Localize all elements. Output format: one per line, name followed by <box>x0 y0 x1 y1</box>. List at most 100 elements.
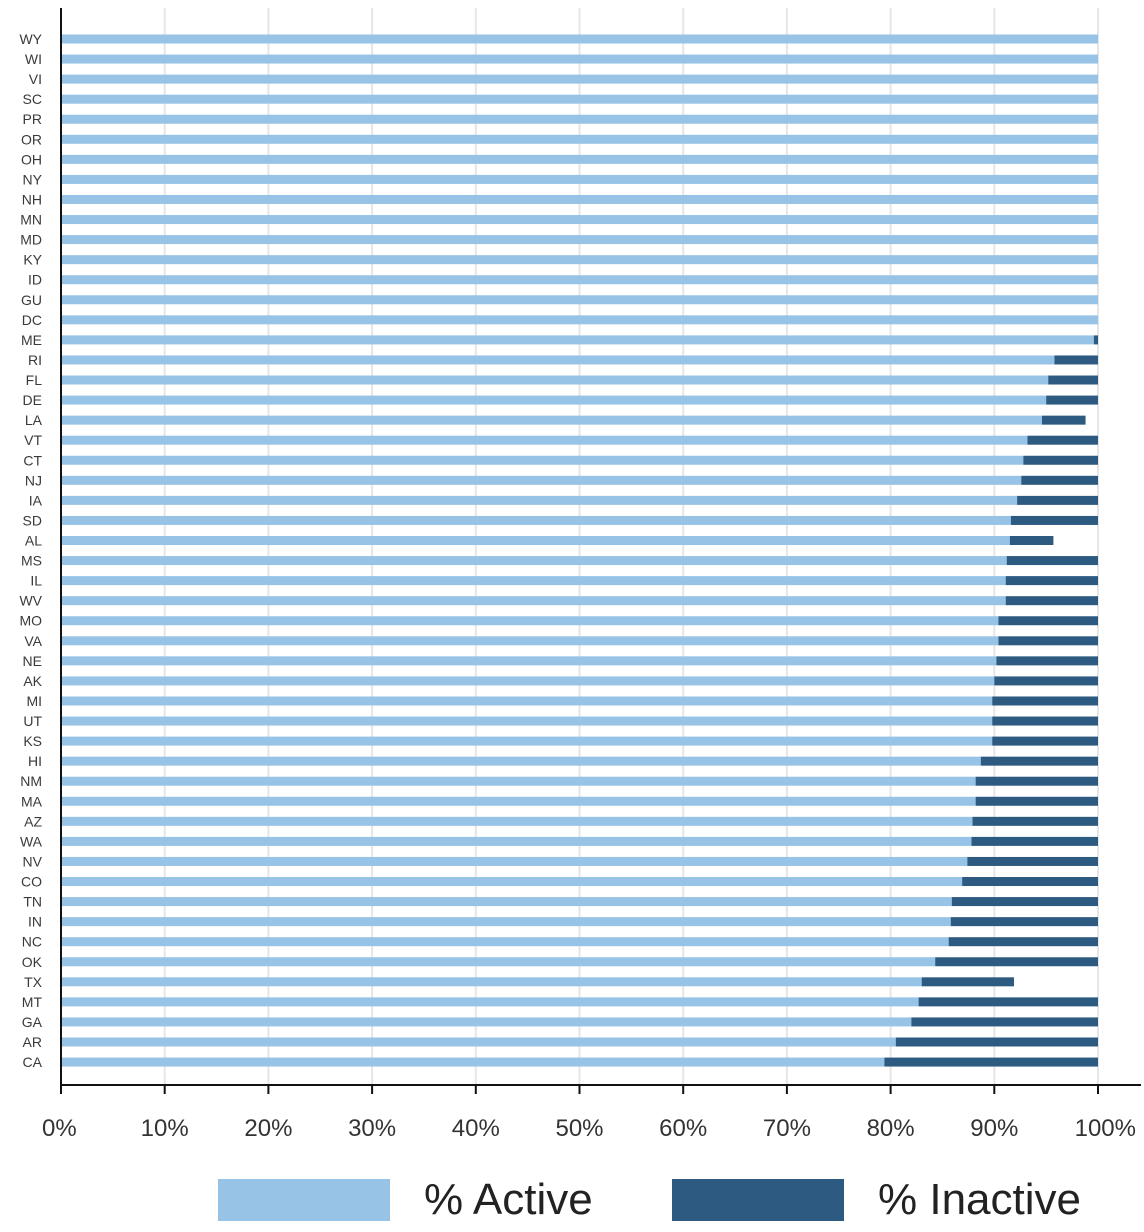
bar-active-wi <box>61 54 1098 64</box>
bar-active-or <box>61 134 1098 144</box>
y-tick-label-ia: IA <box>29 492 43 508</box>
bar-active-md <box>61 235 1098 245</box>
bar-inactive-ct <box>1023 455 1098 465</box>
y-tick-label-or: OR <box>21 131 42 147</box>
y-tick-label-ut: UT <box>23 713 42 729</box>
bar-inactive-ar <box>895 1037 1098 1047</box>
bar-inactive-al <box>1009 536 1054 545</box>
bar-active-vt <box>61 435 1028 445</box>
bar-active-mi <box>61 696 993 706</box>
y-tick-label-la: LA <box>25 412 43 428</box>
y-tick-label-co: CO <box>21 874 42 890</box>
y-tick-label-dc: DC <box>22 312 42 328</box>
bar-active-va <box>61 636 999 646</box>
bar-active-ne <box>61 656 997 666</box>
y-tick-label-de: DE <box>23 392 42 408</box>
y-tick-label-wv: WV <box>19 593 42 609</box>
bar-active-ny <box>61 174 1098 184</box>
bar-inactive-tx <box>921 977 1015 987</box>
y-tick-label-mt: MT <box>22 994 43 1010</box>
legend-item-active: % Active <box>218 1168 593 1232</box>
y-tick-label-in: IN <box>28 914 42 930</box>
bar-inactive-hi <box>980 756 1098 766</box>
bar-inactive-nj <box>1021 475 1098 485</box>
legend-label-active: % Active <box>424 1175 593 1224</box>
y-tick-label-nj: NJ <box>25 472 42 488</box>
x-tick-label-3: 30% <box>348 1115 396 1142</box>
y-tick-label-wi: WI <box>25 51 42 67</box>
y-tick-label-ct: CT <box>23 452 42 468</box>
bar-active-sd <box>61 515 1011 525</box>
bar-active-wa <box>61 836 972 846</box>
bar-active-in <box>61 917 951 927</box>
y-tick-label-ne: NE <box>23 653 42 669</box>
y-tick-label-ks: KS <box>23 733 42 749</box>
bar-active-ky <box>61 255 1098 265</box>
y-tick-label-vt: VT <box>24 432 42 448</box>
bar-active-nm <box>61 776 976 786</box>
bar-active-me <box>61 335 1094 345</box>
x-tick-label-2: 20% <box>244 1115 292 1142</box>
bar-inactive-ut <box>992 716 1098 726</box>
bar-active-ia <box>61 495 1018 505</box>
y-tick-label-il: IL <box>30 573 42 589</box>
bar-inactive-va <box>998 636 1098 646</box>
y-tick-label-mo: MO <box>19 613 42 629</box>
y-tick-labels: WY WI VI SC PR OR OH NY NH MN MD KY ID GU DC ME RI FL DE LA… <box>19 31 42 1070</box>
stacked-bar-chart: WY WI VI SC PR OR OH NY NH MN MD KY ID GU DC ME RI FL DE LA… <box>19 8 1141 1142</box>
bar-active-id <box>61 275 1098 285</box>
bar-inactive-ok <box>935 957 1098 967</box>
y-tick-label-tx: TX <box>24 974 43 990</box>
x-tick-label-0: 0% <box>42 1115 77 1142</box>
bar-inactive-ne <box>996 656 1098 666</box>
bar-inactive-sd <box>1010 515 1098 525</box>
bar-inactive-ga <box>911 1017 1098 1027</box>
bar-inactive-mo <box>998 616 1098 626</box>
bar-active-vi <box>61 74 1098 84</box>
y-tick-label-nm: NM <box>20 773 42 789</box>
legend-label-inactive: % Inactive <box>878 1175 1081 1224</box>
bar-active-il <box>61 576 1006 586</box>
bar-active-wy <box>61 34 1098 44</box>
bar-inactive-vt <box>1027 435 1098 445</box>
x-tick-label-10: 100% <box>1075 1115 1136 1142</box>
legend-swatch-active <box>218 1179 390 1221</box>
y-tick-label-ny: NY <box>23 171 43 187</box>
bar-active-ks <box>61 736 993 746</box>
bar-inactive-wv <box>1005 596 1098 606</box>
bar-inactive-ca <box>884 1057 1098 1067</box>
bar-active-ct <box>61 455 1024 465</box>
bar-active-tn <box>61 897 952 907</box>
y-tick-label-al: AL <box>25 533 42 549</box>
y-tick-label-ok: OK <box>22 954 43 970</box>
bar-active-oh <box>61 154 1098 164</box>
y-tick-label-mn: MN <box>20 212 42 228</box>
bar-active-nj <box>61 475 1022 485</box>
y-tick-label-sd: SD <box>23 512 42 528</box>
bar-active-de <box>61 395 1047 405</box>
bar-inactive-ri <box>1054 355 1098 365</box>
y-tick-label-ky: KY <box>23 252 42 268</box>
x-tick-label-4: 40% <box>452 1115 500 1142</box>
legend: % Active % Inactive <box>0 1168 1144 1232</box>
bar-inactive-fl <box>1048 375 1098 385</box>
bar-inactive-ma <box>975 796 1098 806</box>
bar-active-tx <box>61 977 922 987</box>
x-tick-label-8: 80% <box>867 1115 915 1142</box>
x-tick-labels: 0% 10% 20% 30% 40% 50% 60% 70% 80% 90% 100% <box>42 1115 1136 1142</box>
bar-active-ar <box>61 1037 896 1047</box>
bar-active-nv <box>61 856 968 866</box>
bar-active-mt <box>61 997 919 1007</box>
bar-active-ut <box>61 716 993 726</box>
y-tick-label-fl: FL <box>26 372 43 388</box>
x-tick-label-7: 70% <box>763 1115 811 1142</box>
bar-active-ri <box>61 355 1055 365</box>
axes <box>60 8 1141 1094</box>
bar-inactive-in <box>950 917 1098 927</box>
y-tick-label-md: MD <box>20 232 42 248</box>
bar-inactive-co <box>962 877 1098 887</box>
bar-active-mn <box>61 215 1098 225</box>
bar-inactive-nm <box>975 776 1098 786</box>
bar-active-la <box>61 415 1043 425</box>
y-tick-label-oh: OH <box>21 151 42 167</box>
